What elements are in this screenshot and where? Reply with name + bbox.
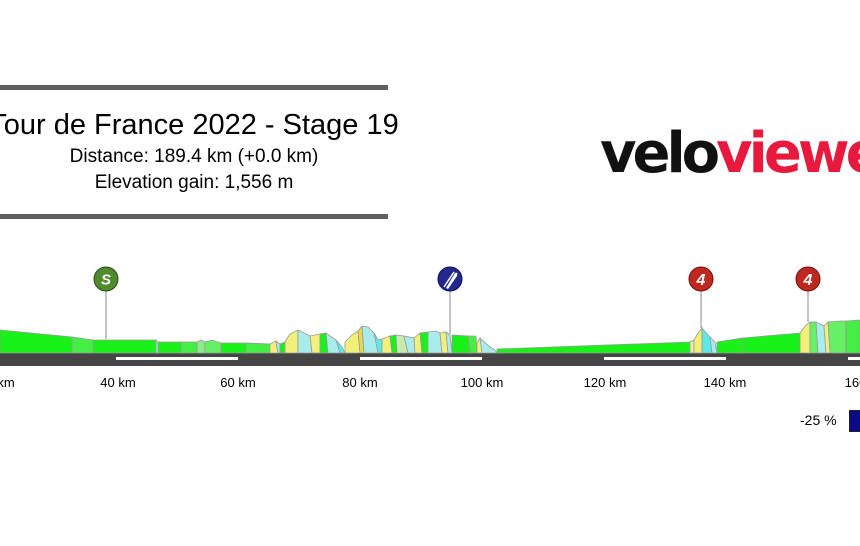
gradient-legend: -25 %	[800, 410, 860, 432]
x-tick-label: 40 km	[100, 375, 136, 390]
climb-marker-cat4[interactable]: 4	[795, 266, 821, 292]
title-rule-bottom	[0, 214, 388, 219]
climb-marker-cat4[interactable]: 4	[688, 266, 714, 292]
legend-swatch-min	[849, 410, 860, 432]
stage-title: Tour de France 2022 - Stage 19	[0, 109, 399, 141]
sprint-marker[interactable]: S	[93, 266, 119, 292]
x-tick-label: 160 km	[844, 375, 860, 390]
x-tick-label: 20 km	[0, 375, 15, 390]
title-block: Tour de France 2022 - Stage 19 Distance:…	[0, 86, 448, 220]
distance-scale-segment	[604, 357, 726, 360]
x-tick-label: 120 km	[583, 375, 627, 390]
climb-cat4-icon	[688, 266, 714, 292]
climb-cat4-icon	[795, 266, 821, 292]
profile-segments	[0, 319, 860, 354]
x-tick-label: 140 km	[703, 375, 747, 390]
distance-scale-segment	[848, 357, 860, 360]
elevation-profile-chart: S 4 4	[0, 266, 860, 366]
distance-text: Distance: 189.4 km (+0.0 km)	[69, 146, 319, 167]
veloviewer-logo: veloviewer	[600, 124, 860, 184]
logo-velo: velo	[600, 121, 720, 186]
feed-zone-marker[interactable]	[437, 266, 463, 292]
title-rule-top	[0, 85, 388, 90]
distance-scale-segment	[360, 357, 482, 360]
logo-viewer: viewer	[716, 121, 860, 186]
elevation-gain-text: Elevation gain: 1,556 m	[94, 172, 294, 193]
x-tick-label: 100 km	[460, 375, 504, 390]
svg-text:4: 4	[696, 272, 706, 289]
sprint-icon	[93, 266, 119, 292]
legend-min-label: -25 %	[800, 412, 837, 428]
x-tick-label: 80 km	[342, 375, 378, 390]
distance-scale-segment	[116, 357, 238, 360]
svg-text:4: 4	[803, 272, 813, 289]
svg-text:S: S	[101, 272, 111, 289]
x-tick-label: 60 km	[220, 375, 256, 390]
